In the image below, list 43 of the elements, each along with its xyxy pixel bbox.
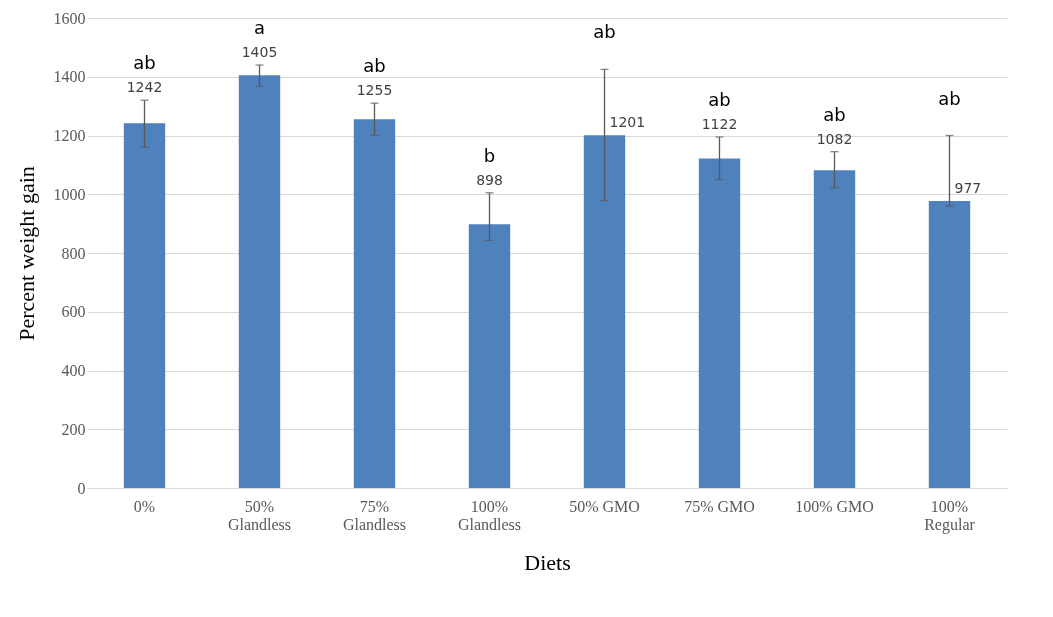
annotation: ab	[708, 88, 731, 110]
bar	[468, 224, 511, 488]
x-tick-label: 50% Glandless	[227, 497, 292, 533]
bar	[583, 135, 626, 488]
bar	[813, 170, 856, 488]
data-label: 1201	[609, 114, 646, 131]
bar	[353, 119, 396, 488]
data-label: 977	[954, 180, 982, 197]
data-label: 1082	[816, 130, 853, 147]
y-tick-label: 1000	[53, 185, 86, 203]
x-tick-label: 75% Glandless	[342, 497, 407, 533]
bar	[238, 75, 281, 488]
x-tick-label: 100% GMO	[795, 497, 874, 515]
y-tick-label: 400	[61, 362, 86, 379]
y-tick-label: 0	[77, 479, 86, 497]
x-tick-label: 100% Regular	[924, 497, 976, 534]
annotation: ab	[133, 52, 156, 74]
data-label: 898	[476, 171, 503, 188]
x-axis-title: Diets	[524, 549, 571, 575]
annotation: ab	[938, 87, 961, 109]
bar	[123, 123, 166, 488]
x-tick-label: 100% Glandless	[457, 497, 522, 533]
y-tick-label: 1600	[53, 9, 86, 27]
annotation: b	[483, 144, 496, 166]
data-label: 1122	[701, 115, 738, 132]
data-label: 1405	[241, 44, 278, 60]
y-tick-label: 800	[61, 244, 86, 262]
y-axis-title: Percent weight gain	[13, 166, 39, 341]
y-tick-label: 600	[61, 303, 86, 321]
data-label: 1242	[126, 79, 163, 96]
annotation: ab	[593, 21, 616, 43]
y-tick-label: 200	[61, 420, 86, 438]
data-label: 1255	[356, 82, 393, 99]
x-tick-label: 0%	[133, 497, 156, 515]
annotation: a	[253, 17, 266, 38]
y-tick-label: 1200	[53, 127, 86, 144]
y-tick-label: 1400	[53, 68, 86, 86]
annotation: ab	[823, 103, 846, 125]
bar	[928, 201, 971, 488]
annotation: ab	[363, 55, 386, 77]
x-tick-label: 75% GMO	[684, 497, 755, 515]
x-tick-label: 50% GMO	[569, 497, 640, 515]
bar	[698, 158, 741, 488]
